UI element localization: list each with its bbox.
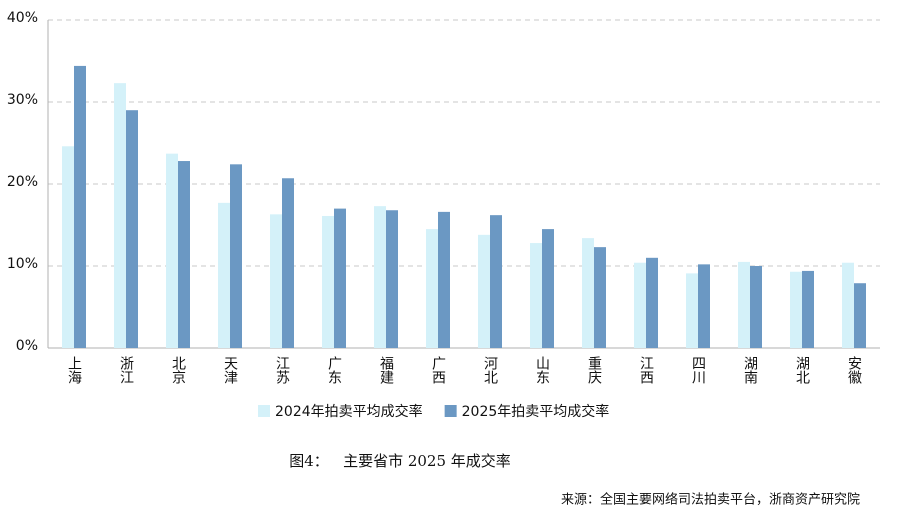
x-tick-label: 上海 <box>66 356 82 384</box>
bar <box>334 208 346 348</box>
bar <box>594 247 606 348</box>
bar <box>542 229 554 348</box>
x-tick-label: 北京 <box>170 356 186 384</box>
y-tick-label: 40% <box>7 10 38 26</box>
x-tick-label: 广东 <box>326 356 342 384</box>
bar <box>218 202 230 348</box>
bar <box>426 229 438 348</box>
y-tick-label: 10% <box>7 256 38 272</box>
x-tick-label: 安徽 <box>846 356 862 384</box>
bar <box>270 214 282 348</box>
x-tick-label: 浙江 <box>118 356 134 384</box>
y-tick-label: 0% <box>16 338 38 354</box>
bar <box>802 270 814 348</box>
x-tick-label: 湖南 <box>742 356 758 384</box>
bar <box>126 110 138 348</box>
legend-swatch <box>444 405 457 417</box>
x-tick-label: 湖北 <box>794 356 810 385</box>
legend-label: 2024年拍卖平均成交率 <box>275 403 423 420</box>
bar <box>854 283 866 348</box>
x-tick-label: 广西 <box>430 356 446 384</box>
x-tick-label: 重庆 <box>586 356 602 384</box>
bar <box>478 234 490 348</box>
bar <box>322 215 334 348</box>
bar <box>166 153 178 348</box>
bar <box>282 178 294 348</box>
y-tick-label: 20% <box>7 174 38 190</box>
x-tick-label: 河北 <box>482 356 498 385</box>
bar <box>686 273 698 348</box>
bar <box>750 266 762 348</box>
bar <box>74 65 86 349</box>
y-tick-label: 30% <box>7 92 38 108</box>
bar <box>438 211 450 348</box>
x-tick-label: 山东 <box>534 356 550 384</box>
bar <box>530 243 542 348</box>
x-tick-label: 四川 <box>690 356 706 384</box>
x-tick-label: 天津 <box>222 356 238 384</box>
bar <box>386 210 398 348</box>
bar <box>698 264 710 348</box>
legend-swatch <box>258 405 270 417</box>
x-tick-label: 江西 <box>638 356 654 384</box>
bar <box>582 238 594 348</box>
bar <box>114 83 126 348</box>
x-tick-label: 福建 <box>378 356 394 385</box>
bar <box>646 257 658 348</box>
caption: 图4： 主要省市 2025 年成交率 <box>289 452 511 470</box>
bar <box>490 215 502 348</box>
bar <box>790 271 802 348</box>
legend-label: 2025年拍卖平均成交率 <box>462 403 610 420</box>
bar <box>178 161 190 348</box>
bar <box>842 262 854 348</box>
bar <box>634 262 646 348</box>
source: 来源：全国主要网络司法拍卖平台，浙商资产研究院 <box>561 492 860 508</box>
bar <box>230 164 242 348</box>
x-tick-label: 江苏 <box>274 356 290 385</box>
bar <box>738 261 750 348</box>
bar <box>62 146 74 348</box>
bar <box>374 206 386 348</box>
